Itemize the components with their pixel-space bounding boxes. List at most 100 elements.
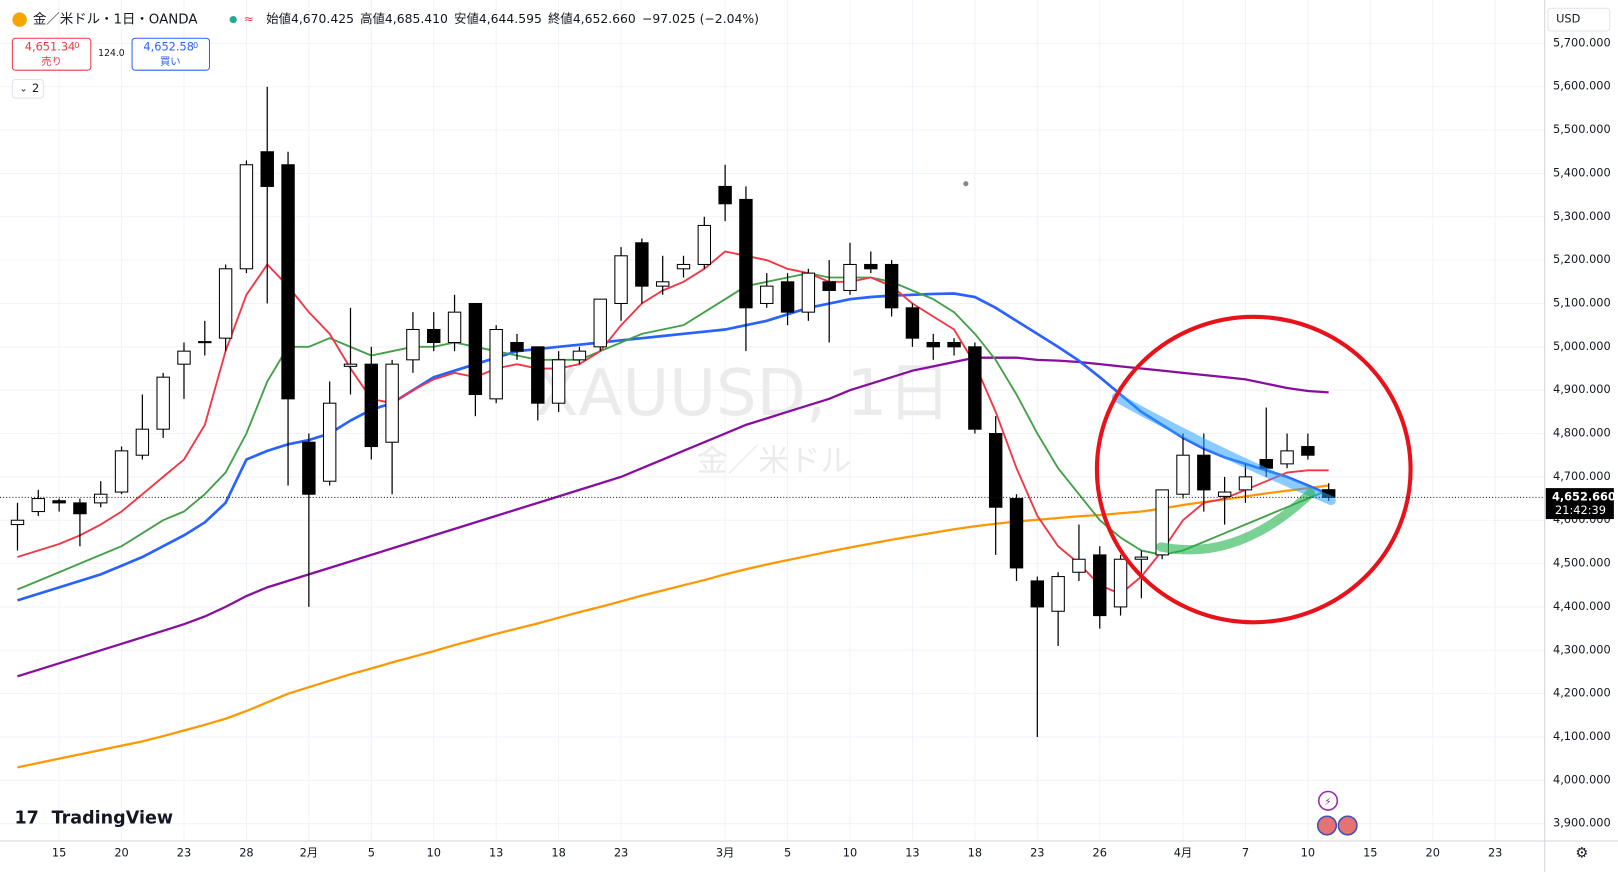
candle-body xyxy=(988,433,1003,508)
price-axis: 3,900.000 4,000.000 4,100.000 4,200.000 4,30… xyxy=(1553,35,1611,829)
currency-box[interactable] xyxy=(1547,7,1611,32)
y-tick-label: 5,000.000 xyxy=(1553,339,1611,353)
y-tick-label: 4,900.000 xyxy=(1553,382,1611,396)
x-tick-label: 5 xyxy=(368,845,375,859)
time-axis: 15 20 23 28 2月 5 10 13 18 23 3月 5 10 13 18 23 26 4月 7 10 15 2… xyxy=(52,845,1503,859)
ohlc-label: 高値 xyxy=(360,11,385,26)
ohlc-value: 4,685.410 xyxy=(385,12,448,26)
x-tick-label: 3月 xyxy=(716,845,735,859)
change: −97.025 (−2.04%) xyxy=(642,12,759,26)
candle-body xyxy=(1280,450,1294,465)
candle-body xyxy=(1113,558,1128,608)
candle-body xyxy=(801,272,816,313)
ohlc-value: 4,644.595 xyxy=(479,12,542,26)
candle-body xyxy=(1072,558,1086,573)
candle-body xyxy=(843,263,857,291)
candle-body xyxy=(322,402,337,482)
candle-body xyxy=(676,263,691,270)
candle-body xyxy=(177,350,191,365)
candle-body xyxy=(1051,576,1065,612)
candle-body xyxy=(94,493,108,504)
candle-body xyxy=(1030,580,1045,608)
chevron: ⌄ xyxy=(20,83,28,94)
candle-body xyxy=(531,346,545,404)
indicator-count: 2 xyxy=(32,81,39,95)
x-tick-label: 15 xyxy=(52,845,66,859)
x-tick-label: 10 xyxy=(427,845,441,859)
indicators xyxy=(17,250,1330,769)
x-tick-label: 23 xyxy=(1488,845,1502,859)
candle-body xyxy=(489,328,503,400)
candle-body xyxy=(1009,498,1024,569)
candle-body xyxy=(156,376,170,430)
candle-body xyxy=(510,341,524,352)
candle-body xyxy=(864,263,878,270)
candle-body xyxy=(780,281,795,313)
circle-annotation xyxy=(1094,314,1413,625)
candle-body xyxy=(260,151,274,187)
x-tick-label: 10 xyxy=(1301,845,1315,859)
ohlc-label: 始値 xyxy=(266,11,291,26)
symbol[interactable]: 金／米ドル・1日・OANDA xyxy=(33,12,198,28)
candle-body xyxy=(1134,556,1149,560)
candle-body xyxy=(10,519,25,526)
candle-body xyxy=(1301,446,1315,456)
x-tick-label: 5 xyxy=(784,845,791,859)
candle-body xyxy=(760,285,774,304)
ohlc-label: 安値 xyxy=(454,11,479,26)
y-tick-label: 4,500.000 xyxy=(1553,556,1611,570)
candle-body xyxy=(1197,454,1211,491)
candles xyxy=(10,86,1336,737)
candle-body xyxy=(905,307,920,339)
countdown: 21:42:39 xyxy=(1555,503,1606,517)
y-tick-label: 4,100.000 xyxy=(1553,729,1611,743)
event-flag[interactable] xyxy=(1337,815,1358,836)
settings-icon[interactable]: ⚙ xyxy=(1575,845,1588,861)
candle-body xyxy=(697,224,712,265)
x-tick-label: 23 xyxy=(614,845,628,859)
ma-line xyxy=(17,484,1329,769)
candle-body xyxy=(884,263,899,309)
buy-button[interactable] xyxy=(131,37,210,71)
x-tick-label: 13 xyxy=(905,845,919,859)
x-tick-label: 26 xyxy=(1093,845,1107,859)
y-tick-label: 5,100.000 xyxy=(1553,295,1611,309)
candle-body xyxy=(198,341,212,344)
y-tick-label: 4,000.000 xyxy=(1553,772,1611,786)
symbol-icon xyxy=(12,12,27,27)
candle-body xyxy=(1238,476,1253,491)
indicator-toggle[interactable] xyxy=(11,78,44,99)
y-tick-label: 4,700.000 xyxy=(1553,469,1611,483)
candle-body xyxy=(427,328,441,344)
y-tick-label: 4,400.000 xyxy=(1553,599,1611,613)
ma-line xyxy=(17,292,1330,602)
candle-body xyxy=(364,363,379,448)
currency: USD xyxy=(1556,12,1581,26)
last-price-label: 4,652.660 xyxy=(1552,489,1616,503)
ma-line xyxy=(17,356,1329,678)
x-tick-label: 13 xyxy=(489,845,503,859)
y-tick-label: 4,200.000 xyxy=(1553,686,1611,700)
candle-body xyxy=(718,185,732,205)
event-flag[interactable] xyxy=(1316,815,1338,836)
dot xyxy=(963,181,969,187)
x-tick-label: 7 xyxy=(1242,845,1249,859)
sell-button[interactable] xyxy=(11,37,92,71)
x-tick-label: 20 xyxy=(1426,845,1440,859)
ohlc-value: 4,670.425 xyxy=(291,12,354,26)
x-tick-label: 20 xyxy=(114,845,128,859)
candle-body xyxy=(302,441,316,495)
sell-price: 4,651.34 xyxy=(25,39,76,53)
highlight-blue xyxy=(1111,392,1336,506)
candle-body xyxy=(593,298,607,348)
logo[interactable]: TradingView xyxy=(52,808,173,828)
x-tick-label: 23 xyxy=(177,845,191,859)
candle-body xyxy=(114,450,129,493)
candle-body xyxy=(635,242,649,287)
event-icon[interactable] xyxy=(1317,790,1339,811)
ma-line xyxy=(17,250,1329,595)
candle-body xyxy=(447,311,462,344)
y-tick-label: 5,400.000 xyxy=(1553,165,1611,179)
